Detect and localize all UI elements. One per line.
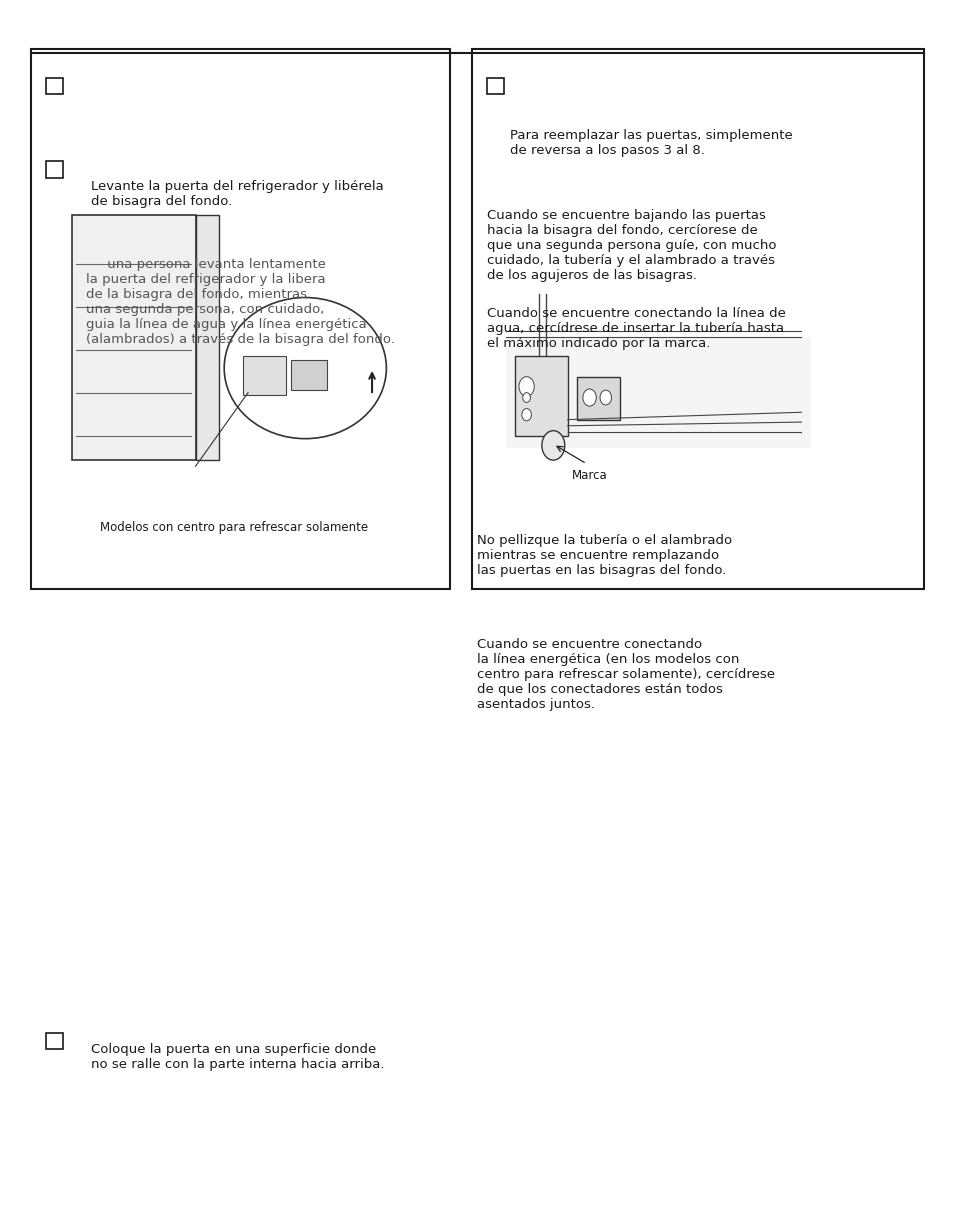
Text: No pellizque la tubería o el alambrado
mientras se encuentre remplazando
las pue: No pellizque la tubería o el alambrado m… [476,534,731,577]
Bar [515,356,567,436]
Text: Marca: Marca [571,469,607,482]
Bar [30,49,450,589]
Text: Cuando se encuentre conectando la línea de
agua, cercídrese de insertar la tuber: Cuando se encuentre conectando la línea … [486,307,784,350]
Text: Levante la puerta del refrigerador y libérela
de bisagra del fondo.: Levante la puerta del refrigerador y lib… [91,180,383,209]
Circle shape [599,390,611,405]
Bar [472,49,923,589]
Bar [46,162,63,178]
Bar [195,215,219,460]
Circle shape [521,409,531,421]
Circle shape [541,431,564,460]
Bar [486,79,503,94]
Text: Modelos con centro para refrescar solamente: Modelos con centro para refrescar solame… [99,521,368,535]
Bar [291,360,327,390]
Ellipse shape [224,298,386,439]
Text: Cuando se encuentre conectando
la línea energética (en los modelos con
centro pa: Cuando se encuentre conectando la línea … [476,638,774,710]
Text: Cuando se encuentre bajando las puertas
hacia la bisagra del fondo, cercíorese d: Cuando se encuentre bajando las puertas … [486,209,775,281]
Bar [577,377,619,420]
Circle shape [522,393,530,402]
Circle shape [518,377,534,396]
Text: una persona levanta lentamente
la puerta del refrigerador y la libera
de la bisa: una persona levanta lentamente la puerta… [86,258,395,346]
Bar [71,215,195,460]
Bar [46,79,63,94]
Bar [46,1033,63,1049]
Circle shape [582,389,596,406]
Text: Para reemplazar las puertas, simplemente
de reversa a los pasos 3 al 8.: Para reemplazar las puertas, simplemente… [510,129,792,157]
Bar [505,337,810,448]
Bar [243,356,286,395]
Text: Coloque la puerta en una superficie donde
no se ralle con la parte interna hacia: Coloque la puerta en una superficie dond… [91,1043,384,1071]
